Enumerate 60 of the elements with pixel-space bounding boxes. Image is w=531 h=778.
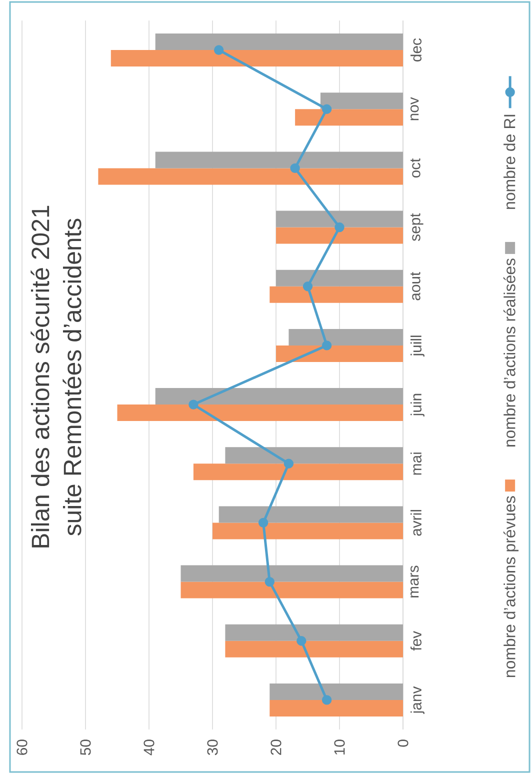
bar (225, 624, 403, 641)
point (214, 45, 224, 55)
point (264, 576, 274, 587)
bar (270, 286, 403, 303)
x-tick-label: 50 (80, 740, 91, 756)
bar (110, 50, 403, 67)
y-tick-label: juill (410, 336, 424, 357)
y-tick-label: aout (410, 272, 420, 300)
bar (155, 388, 403, 405)
x-tick-label: 20 (270, 740, 282, 755)
bar (276, 210, 403, 228)
legend-label: nombre d’actions prévues (503, 496, 518, 678)
bar (180, 582, 403, 598)
bar (225, 640, 403, 658)
y-tick-label: mai (410, 452, 422, 475)
point (284, 458, 294, 468)
text: Bilan des actions sécurité 2021 (30, 206, 50, 548)
y-tick-label: avril (410, 510, 422, 536)
x-tick-label: 0 (398, 740, 408, 747)
y-tick-label: nov (410, 97, 419, 120)
bar (276, 345, 403, 362)
x-tick-label: 40 (144, 740, 154, 756)
bar (320, 92, 403, 110)
bar (218, 506, 403, 523)
point (188, 400, 198, 410)
bar (117, 404, 403, 422)
point (334, 222, 344, 232)
bar (212, 522, 403, 540)
text: suite Remontées d’accidents (62, 218, 82, 536)
legend-label: nombre d’actions réalisées (503, 258, 516, 446)
bar (288, 328, 403, 346)
bar (180, 565, 403, 582)
bar (225, 447, 403, 464)
bar (295, 109, 403, 126)
bar (270, 700, 403, 716)
point (258, 518, 268, 528)
bar (98, 168, 403, 185)
bar (276, 227, 403, 244)
bar (155, 152, 403, 168)
y-tick-label: sept (410, 213, 424, 241)
bar (270, 683, 403, 700)
point (322, 104, 332, 114)
point (290, 163, 300, 174)
y-tick-label: juin (410, 394, 424, 417)
point (296, 636, 306, 646)
bar (155, 34, 403, 50)
point (302, 282, 313, 292)
y-tick-label: dec (410, 38, 422, 62)
y-tick-label: mars (410, 566, 419, 598)
y-tick-label: fev (410, 630, 422, 651)
point (322, 340, 332, 350)
x-tick-label: 30 (207, 740, 218, 756)
x-tick-label: 60 (16, 740, 28, 755)
bar (193, 464, 403, 480)
legend-label: nombre de RI (504, 114, 516, 209)
point (322, 695, 332, 705)
y-tick-label: janv (410, 686, 424, 714)
bar (276, 270, 403, 286)
y-tick-label: oct (410, 158, 420, 178)
x-tick-label: 10 (334, 740, 345, 754)
